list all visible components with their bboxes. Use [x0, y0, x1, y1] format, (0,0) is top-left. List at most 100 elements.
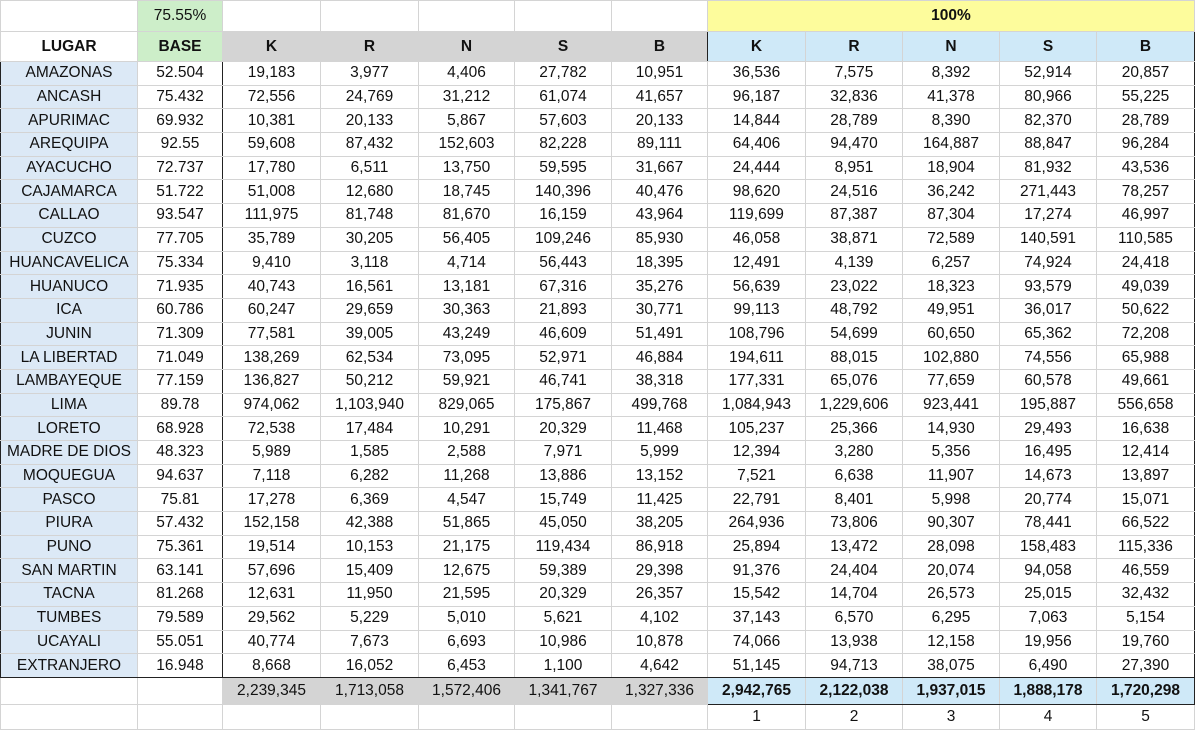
cell-votes-full[interactable]: 14,673 — [999, 463, 1097, 489]
cell-base[interactable]: 51.722 — [137, 179, 223, 205]
header-full-n[interactable]: N — [902, 31, 1000, 62]
cell-votes-base[interactable]: 1,585 — [320, 440, 419, 465]
cell-votes-base[interactable]: 40,743 — [222, 274, 321, 299]
cell-votes-full[interactable]: 26,573 — [902, 582, 1000, 607]
cell-votes-base[interactable]: 18,395 — [611, 250, 708, 276]
cell-votes-base[interactable]: 1,100 — [514, 653, 612, 678]
cell-empty[interactable] — [222, 0, 321, 32]
cell-votes-base[interactable]: 152,158 — [222, 511, 321, 536]
cell-votes-full[interactable]: 29,493 — [999, 416, 1097, 441]
cell-votes-base[interactable]: 7,971 — [514, 440, 612, 465]
cell-base[interactable]: 63.141 — [137, 558, 223, 584]
cell-votes-full[interactable]: 81,932 — [999, 155, 1097, 181]
rank-label[interactable]: 4 — [999, 703, 1097, 730]
base-percent-cell[interactable]: 75.55% — [137, 0, 223, 32]
cell-votes-base[interactable]: 4,714 — [418, 250, 515, 276]
cell-votes-full[interactable]: 12,394 — [707, 440, 806, 465]
cell-votes-base[interactable]: 31,667 — [611, 155, 708, 181]
cell-votes-full[interactable]: 6,295 — [902, 605, 1000, 631]
cell-votes-base[interactable]: 119,434 — [514, 534, 612, 560]
cell-votes-full[interactable]: 6,570 — [805, 605, 903, 631]
rank-label[interactable]: 2 — [805, 703, 903, 730]
cell-empty[interactable] — [418, 703, 515, 730]
cell-votes-full[interactable]: 17,274 — [999, 203, 1097, 228]
cell-votes-full[interactable]: 5,356 — [902, 440, 1000, 465]
cell-votes-full[interactable]: 48,792 — [805, 297, 903, 323]
cell-votes-full[interactable]: 49,951 — [902, 297, 1000, 323]
cell-votes-base[interactable]: 40,774 — [222, 629, 321, 655]
cell-votes-full[interactable]: 20,857 — [1096, 61, 1195, 86]
cell-base[interactable]: 79.589 — [137, 605, 223, 631]
cell-lugar[interactable]: APURIMAC — [0, 108, 138, 134]
cell-lugar[interactable]: LA LIBERTAD — [0, 345, 138, 370]
cell-base[interactable]: 77.159 — [137, 368, 223, 394]
cell-votes-full[interactable]: 27,390 — [1096, 653, 1195, 678]
cell-votes-full[interactable]: 20,074 — [902, 558, 1000, 584]
cell-votes-full[interactable]: 11,907 — [902, 463, 1000, 489]
cell-votes-full[interactable]: 38,871 — [805, 226, 903, 252]
cell-base[interactable]: 16.948 — [137, 653, 223, 678]
cell-base[interactable]: 68.928 — [137, 416, 223, 441]
cell-votes-full[interactable]: 22,791 — [707, 487, 806, 513]
cell-votes-base[interactable]: 29,398 — [611, 558, 708, 584]
cell-votes-base[interactable]: 6,693 — [418, 629, 515, 655]
cell-lugar[interactable]: AMAZONAS — [0, 61, 138, 86]
cell-votes-full[interactable]: 65,076 — [805, 368, 903, 394]
cell-votes-full[interactable]: 77,659 — [902, 368, 1000, 394]
cell-votes-full[interactable]: 14,704 — [805, 582, 903, 607]
cell-lugar[interactable]: UCAYALI — [0, 629, 138, 655]
cell-votes-full[interactable]: 6,638 — [805, 463, 903, 489]
total-base-k[interactable]: 2,239,345 — [222, 676, 321, 705]
cell-lugar[interactable]: TACNA — [0, 582, 138, 607]
cell-votes-base[interactable]: 140,396 — [514, 179, 612, 205]
cell-votes-full[interactable]: 8,401 — [805, 487, 903, 513]
cell-votes-base[interactable]: 499,768 — [611, 392, 708, 418]
cell-votes-base[interactable]: 17,484 — [320, 416, 419, 441]
cell-votes-base[interactable]: 73,095 — [418, 345, 515, 370]
cell-votes-full[interactable]: 5,998 — [902, 487, 1000, 513]
cell-votes-full[interactable]: 102,880 — [902, 345, 1000, 370]
cell-base[interactable]: 92.55 — [137, 132, 223, 157]
cell-votes-full[interactable]: 13,897 — [1096, 463, 1195, 489]
total-full-s[interactable]: 1,888,178 — [999, 676, 1097, 705]
cell-votes-full[interactable]: 194,611 — [707, 345, 806, 370]
cell-votes-full[interactable]: 264,936 — [707, 511, 806, 536]
cell-votes-base[interactable]: 111,975 — [222, 203, 321, 228]
cell-votes-base[interactable]: 26,357 — [611, 582, 708, 607]
cell-votes-full[interactable]: 73,806 — [805, 511, 903, 536]
cell-votes-base[interactable]: 77,581 — [222, 321, 321, 347]
cell-votes-full[interactable]: 16,495 — [999, 440, 1097, 465]
cell-lugar[interactable]: JUNIN — [0, 321, 138, 347]
full-percent-cell[interactable]: 100% — [707, 0, 1195, 32]
header-base-b[interactable]: B — [611, 31, 708, 62]
cell-lugar[interactable]: AREQUIPA — [0, 132, 138, 157]
cell-votes-full[interactable]: 13,938 — [805, 629, 903, 655]
cell-votes-full[interactable]: 96,187 — [707, 84, 806, 110]
cell-lugar[interactable]: MOQUEGUA — [0, 463, 138, 489]
cell-votes-base[interactable]: 829,065 — [418, 392, 515, 418]
cell-votes-base[interactable]: 9,410 — [222, 250, 321, 276]
cell-votes-full[interactable]: 87,387 — [805, 203, 903, 228]
cell-votes-base[interactable]: 43,964 — [611, 203, 708, 228]
cell-votes-base[interactable]: 10,381 — [222, 108, 321, 134]
cell-empty[interactable] — [611, 0, 708, 32]
cell-lugar[interactable]: SAN MARTIN — [0, 558, 138, 584]
cell-votes-full[interactable]: 25,366 — [805, 416, 903, 441]
cell-votes-base[interactable]: 11,425 — [611, 487, 708, 513]
cell-votes-full[interactable]: 65,988 — [1096, 345, 1195, 370]
cell-votes-full[interactable]: 105,237 — [707, 416, 806, 441]
cell-base[interactable]: 71.935 — [137, 274, 223, 299]
cell-votes-base[interactable]: 52,971 — [514, 345, 612, 370]
cell-votes-full[interactable]: 7,575 — [805, 61, 903, 86]
header-base-n[interactable]: N — [418, 31, 515, 62]
cell-empty[interactable] — [514, 0, 612, 32]
cell-votes-base[interactable]: 35,276 — [611, 274, 708, 299]
cell-lugar[interactable]: EXTRANJERO — [0, 653, 138, 678]
cell-votes-full[interactable]: 78,441 — [999, 511, 1097, 536]
cell-votes-base[interactable]: 11,268 — [418, 463, 515, 489]
cell-votes-base[interactable]: 109,246 — [514, 226, 612, 252]
cell-votes-full[interactable]: 49,039 — [1096, 274, 1195, 299]
cell-votes-full[interactable]: 72,208 — [1096, 321, 1195, 347]
header-full-k[interactable]: K — [707, 31, 806, 62]
cell-votes-full[interactable]: 6,257 — [902, 250, 1000, 276]
